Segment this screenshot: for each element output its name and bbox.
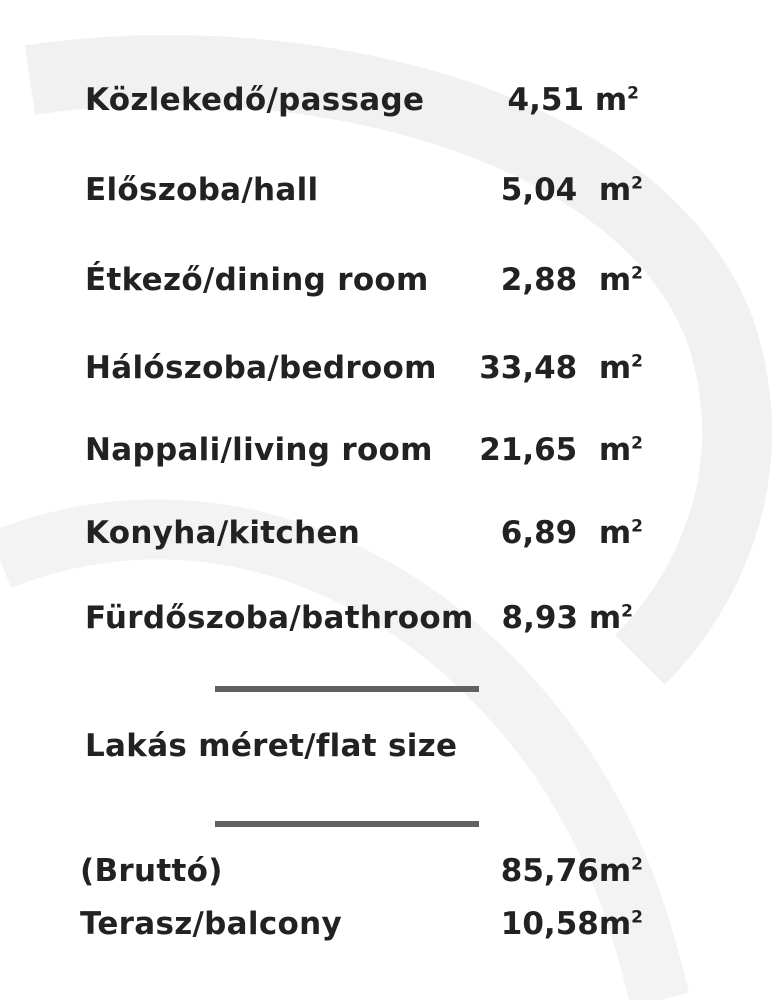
room-label: Konyha/kitchen xyxy=(85,515,361,551)
balcony-row: Terasz/balcony 10,58m2 xyxy=(0,906,781,950)
room-row: Közlekedő/passage 4,51 m2 xyxy=(0,82,781,126)
room-row: Fürdőszoba/bathroom 8,93 m2 xyxy=(0,600,781,644)
room-area: 6,89 m2 xyxy=(500,515,643,551)
room-area: 2,88 m2 xyxy=(500,262,643,298)
gross-row: (Bruttó) 85,76m2 xyxy=(0,853,781,897)
room-row: Étkező/dining room 2,88 m2 xyxy=(0,262,781,306)
flat-size-label: Lakás méret/flat size xyxy=(85,728,458,764)
room-label: Étkező/dining room xyxy=(85,262,429,298)
balcony-label: Terasz/balcony xyxy=(80,906,342,942)
room-label: Előszoba/hall xyxy=(85,172,319,208)
room-label: Hálószoba/bedroom xyxy=(85,350,437,386)
room-area: 21,65 m2 xyxy=(479,432,643,468)
room-area: 4,51 m2 xyxy=(507,82,639,118)
room-label: Fürdőszoba/bathroom xyxy=(85,600,474,636)
room-row: Nappali/living room 21,65 m2 xyxy=(0,432,781,476)
room-area: 5,04 m2 xyxy=(500,172,643,208)
balcony-area: 10,58m2 xyxy=(500,906,643,942)
room-area: 33,48 m2 xyxy=(479,350,643,386)
room-row: Hálószoba/bedroom 33,48 m2 xyxy=(0,350,781,394)
room-label: Nappali/living room xyxy=(85,432,433,468)
flat-size-row: Lakás méret/flat size xyxy=(0,728,781,772)
room-row: Előszoba/hall 5,04 m2 xyxy=(0,172,781,216)
room-area: 8,93 m2 xyxy=(501,600,633,636)
gross-area: 85,76m2 xyxy=(500,853,643,889)
divider xyxy=(215,686,479,692)
divider xyxy=(215,821,479,827)
gross-label: (Bruttó) xyxy=(80,853,223,889)
room-label: Közlekedő/passage xyxy=(85,82,425,118)
room-row: Konyha/kitchen 6,89 m2 xyxy=(0,515,781,559)
